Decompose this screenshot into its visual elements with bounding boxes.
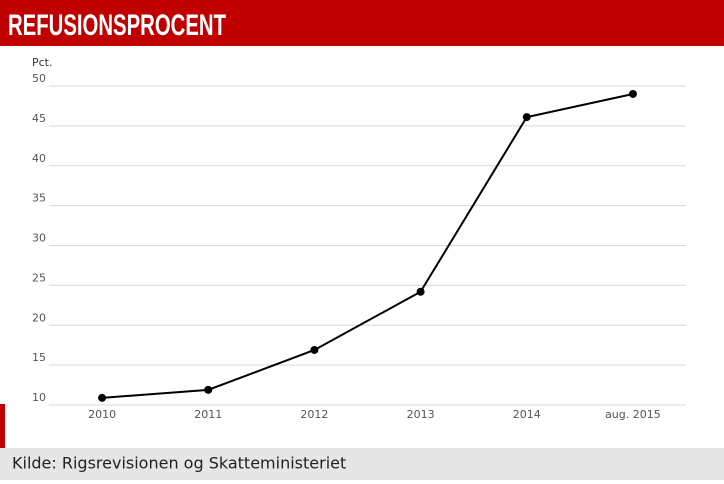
x-tick-label: 2013 [407, 408, 435, 421]
data-line [102, 92, 634, 399]
y-tick-label: 35 [32, 192, 46, 205]
x-tick-label: aug. 2015 [605, 408, 661, 421]
chart-title: REFUSIONSPROCENT [8, 9, 226, 42]
y-tick-label: 30 [32, 232, 46, 245]
y-tick-label: 40 [32, 152, 46, 165]
data-point [204, 385, 213, 394]
left-strip [0, 404, 5, 448]
x-tick-label: 2014 [513, 408, 541, 421]
y-tick-label: 10 [32, 391, 46, 404]
x-tick-label: 2012 [300, 408, 328, 421]
y-tick-label: 15 [32, 351, 46, 364]
y-tick-label: 45 [32, 112, 46, 125]
source-band [0, 448, 724, 480]
title-band [0, 0, 724, 46]
source: Kilde: Rigsrevisionen og Skatteministeri… [12, 454, 346, 473]
y-tick-label: 50 [32, 72, 46, 85]
y-tick-label: 20 [32, 311, 46, 324]
data-point [416, 287, 425, 296]
y-tick-label: 25 [32, 271, 46, 284]
data-point [522, 113, 531, 122]
data-point [310, 345, 319, 354]
data-point [628, 89, 637, 98]
y-axis-label: Pct. [32, 56, 53, 69]
x-tick-label: 2010 [88, 408, 116, 421]
x-tick-label: 2011 [194, 408, 222, 421]
data-point [98, 393, 107, 402]
